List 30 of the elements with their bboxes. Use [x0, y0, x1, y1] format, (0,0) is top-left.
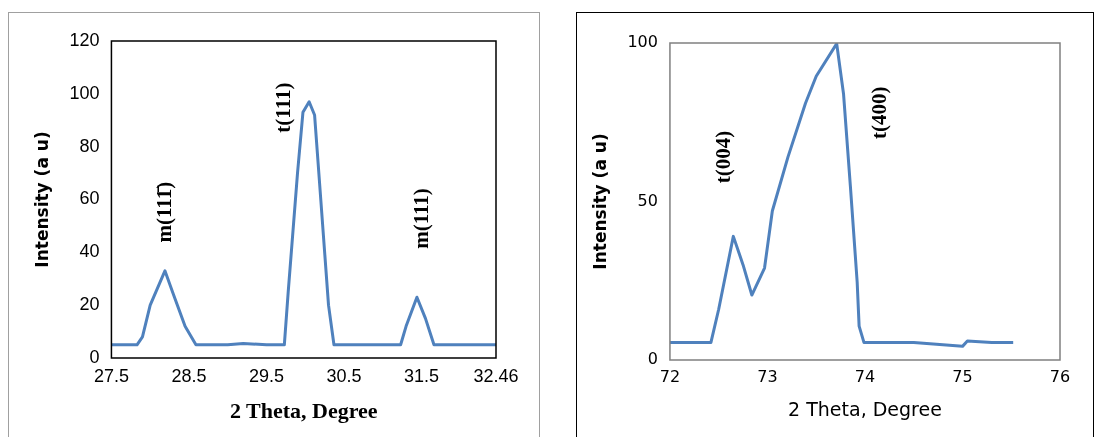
x-tick-label: 72: [659, 366, 681, 386]
y-tick-label: 100: [627, 32, 658, 52]
x-tick-label: 73: [757, 366, 778, 386]
y-tick-label: 80: [79, 135, 100, 156]
annotation: t(111): [270, 82, 295, 133]
x-tick-label: 30.5: [326, 365, 362, 386]
annotation: m(111): [409, 188, 434, 249]
annotation: m(111̄): [151, 181, 176, 243]
x-tick-label: 32.46: [473, 365, 519, 386]
y-tick-label: 20: [79, 294, 100, 315]
annotation: t(400): [866, 86, 891, 139]
y-tick-label: 50: [637, 190, 658, 210]
y-tick-label: 120: [69, 29, 100, 50]
x-axis-title: 2 Theta, Degree: [229, 398, 378, 424]
x-tick-label: 31.5: [404, 365, 440, 386]
x-axis-title: 2 Theta, Degree: [788, 397, 942, 420]
annotation: t(004): [710, 130, 735, 184]
y-tick-label: 40: [79, 241, 100, 262]
y-tick-label: 0: [647, 349, 658, 369]
y-axis-title: Intensity (a u): [589, 133, 610, 270]
x-tick-label: 29.5: [248, 365, 285, 386]
y-tick-label: 100: [69, 82, 100, 103]
y-tick-label: 60: [79, 188, 100, 209]
x-tick-label: 76: [1049, 366, 1071, 386]
x-tick-label: 28.5: [171, 365, 207, 386]
y-axis-title: Intensity (a u): [31, 131, 52, 268]
y-tick-label: 0: [89, 346, 100, 367]
x-tick-label: 74: [854, 366, 876, 386]
x-tick-label: 75: [952, 366, 973, 386]
x-tick-label: 27.5: [93, 365, 129, 386]
